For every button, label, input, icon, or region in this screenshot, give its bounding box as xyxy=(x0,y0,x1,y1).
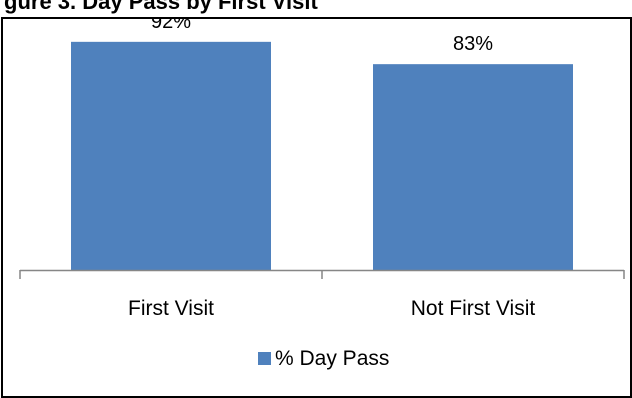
data-label: 83% xyxy=(453,33,493,55)
legend-label: % Day Pass xyxy=(275,347,389,370)
x-tick-label: Not First Visit xyxy=(411,297,536,320)
chart-frame: 92% 83% First Visit Not First Visit % Day Pa… xyxy=(1,17,632,398)
bar-not-first-visit xyxy=(373,64,573,270)
legend-swatch xyxy=(258,352,271,365)
figure-caption: gure 3. Day Pass by First Visit xyxy=(4,0,318,14)
bar-chart: 92% 83% First Visit Not First Visit % Day Pa… xyxy=(19,19,625,370)
bar-first-visit xyxy=(71,41,271,271)
data-label: 92% xyxy=(151,19,191,33)
x-tick-label: First Visit xyxy=(128,297,214,320)
